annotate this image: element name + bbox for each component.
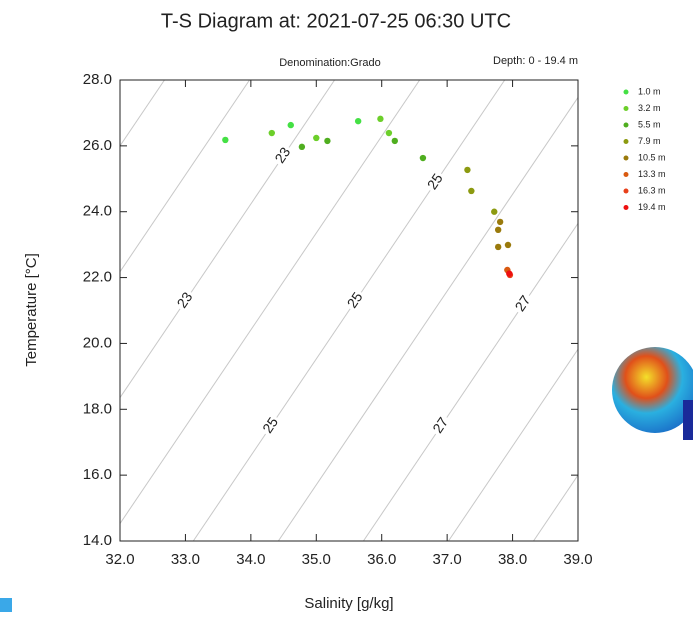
- contour-label: 23: [271, 144, 293, 166]
- data-point: [504, 241, 512, 249]
- contour-label: 25: [259, 414, 281, 436]
- density-contour: [533, 474, 578, 541]
- chart-title: T-S Diagram at: 2021-07-25 06:30 UTC: [161, 10, 511, 32]
- density-contour: [120, 80, 250, 273]
- contour-label-bg: [271, 142, 296, 169]
- data-point: [298, 143, 306, 151]
- legend-label: 13.3 m: [638, 169, 666, 179]
- legend-marker: [623, 106, 629, 111]
- x-tick-label: 39.0: [563, 551, 592, 568]
- decor-tab: [0, 598, 12, 612]
- density-contour: [448, 348, 578, 541]
- contour-label-bg: [343, 287, 368, 314]
- legend-marker: [623, 155, 629, 161]
- x-tick-label: 36.0: [367, 551, 396, 568]
- data-point: [354, 117, 362, 125]
- contour-label-bg: [511, 291, 536, 317]
- y-tick-label: 20.0: [83, 334, 112, 351]
- legend-label: 5.5 m: [638, 119, 661, 129]
- data-point: [377, 115, 384, 123]
- data-point: [496, 218, 504, 226]
- x-axis-label: Salinity [g/kg]: [304, 595, 393, 612]
- x-tick-label: 32.0: [105, 551, 134, 568]
- y-axis-label: Temperature [°C]: [23, 253, 40, 367]
- contour-label-bg: [423, 169, 448, 195]
- data-point: [491, 208, 498, 215]
- logo-mark: [683, 400, 693, 440]
- legend-label: 7.9 m: [638, 136, 661, 146]
- data-point: [494, 243, 502, 251]
- data-point: [468, 187, 475, 195]
- legend-marker: [623, 188, 629, 194]
- x-tick-label: 33.0: [171, 551, 200, 568]
- y-tick-label: 24.0: [83, 203, 112, 220]
- data-point: [506, 270, 513, 277]
- density-contour: [120, 80, 421, 525]
- logo-globe: [612, 347, 693, 433]
- contour-label-bg: [173, 287, 198, 314]
- data-point: [222, 136, 229, 144]
- data-point: [464, 166, 471, 174]
- x-tick-label: 34.0: [236, 551, 265, 568]
- density-contour: [277, 96, 578, 541]
- legend-marker: [623, 89, 629, 95]
- contour-group: 23 23 25 25 25 27 27: [120, 80, 578, 541]
- density-contour: [192, 80, 506, 541]
- contour-label: 27: [429, 414, 451, 436]
- data-point: [313, 134, 320, 142]
- legend-marker: [623, 122, 629, 128]
- x-tick-label: 38.0: [498, 551, 527, 568]
- x-tick-label: 37.0: [433, 551, 462, 568]
- y-tick-label: 28.0: [83, 71, 112, 88]
- legend-label: 3.2 m: [638, 103, 661, 113]
- y-tick-label: 26.0: [83, 137, 112, 154]
- y-tick-label: 14.0: [83, 532, 112, 549]
- legend-marker: [623, 172, 629, 177]
- y-tick-label: 16.0: [83, 466, 112, 483]
- data-point: [324, 137, 331, 145]
- contour-label: 27: [511, 292, 533, 314]
- data-point: [268, 129, 275, 137]
- legend-label: 1.0 m: [638, 86, 661, 96]
- y-tick-label: 22.0: [83, 269, 112, 286]
- plot-frame: [119, 79, 579, 542]
- data-point: [494, 226, 502, 234]
- contour-label: 25: [424, 170, 446, 192]
- contour-label-bg: [258, 412, 284, 439]
- contour-label: 25: [344, 289, 366, 311]
- legend-marker: [623, 139, 629, 144]
- contour-label-bg: [429, 412, 454, 439]
- contour-label: 23: [173, 289, 195, 311]
- legend-label: 19.4 m: [638, 202, 666, 212]
- data-point: [385, 129, 393, 137]
- data-point: [391, 137, 398, 145]
- y-tick-label: 18.0: [83, 400, 112, 417]
- x-tick-label: 35.0: [302, 551, 331, 568]
- data-point: [287, 121, 294, 129]
- legend-label: 10.5 m: [638, 152, 666, 162]
- legend-label: 16.3 m: [638, 185, 666, 195]
- depth-range: Depth: 0 - 19.4 m: [493, 55, 578, 67]
- data-point: [419, 154, 427, 162]
- chart-subtitle: Denomination:Grado: [279, 57, 381, 69]
- legend-marker: [623, 205, 629, 210]
